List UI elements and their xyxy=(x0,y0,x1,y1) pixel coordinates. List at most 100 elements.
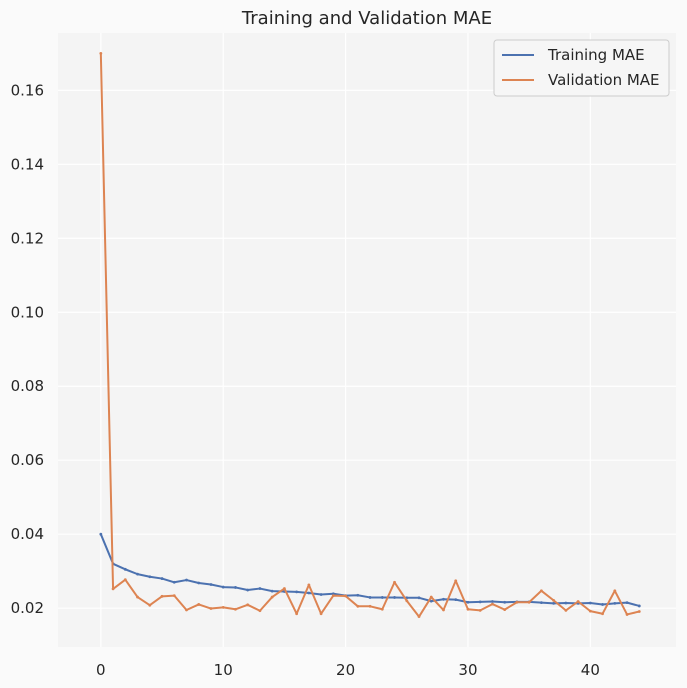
training-point xyxy=(380,596,384,599)
validation-point xyxy=(637,610,641,613)
training-point xyxy=(588,601,592,605)
training-point xyxy=(478,600,482,604)
validation-point xyxy=(270,595,274,599)
x-tick-label: 40 xyxy=(581,661,600,679)
training-point xyxy=(417,596,421,600)
validation-point xyxy=(613,589,617,593)
x-tick-label: 30 xyxy=(458,661,477,679)
training-point xyxy=(221,585,225,589)
training-point xyxy=(625,601,629,605)
validation-point xyxy=(393,580,396,584)
validation-point xyxy=(576,600,580,603)
training-point xyxy=(258,587,262,590)
validation-point xyxy=(417,615,421,619)
training-point xyxy=(99,532,103,536)
x-axis-ticks: 0 10 20 30 40 xyxy=(96,661,600,679)
validation-point xyxy=(405,599,409,603)
validation-point xyxy=(295,612,299,616)
x-tick-label: 10 xyxy=(214,661,233,679)
y-axis-ticks: 0.02 0.04 0.06 0.08 0.10 0.12 0.14 0.16 xyxy=(11,81,44,617)
legend-label-training: Training MAE xyxy=(547,46,645,64)
y-tick-label: 0.02 xyxy=(11,599,44,617)
validation-point xyxy=(148,603,152,607)
training-point xyxy=(234,586,237,589)
training-point xyxy=(442,597,445,601)
y-tick-label: 0.10 xyxy=(11,303,44,321)
y-tick-label: 0.06 xyxy=(11,451,44,469)
validation-point xyxy=(123,578,127,582)
training-point xyxy=(564,601,568,605)
validation-point xyxy=(552,599,556,602)
validation-point xyxy=(136,595,139,599)
training-point xyxy=(148,575,152,579)
legend-box xyxy=(493,39,670,97)
validation-point xyxy=(197,603,201,606)
validation-point xyxy=(221,606,225,609)
validation-point xyxy=(527,600,531,604)
x-tick-label: 0 xyxy=(96,661,106,679)
validation-point xyxy=(319,612,323,616)
training-point xyxy=(209,583,213,586)
validation-point xyxy=(246,603,250,607)
validation-point xyxy=(478,608,482,612)
training-point xyxy=(185,578,188,582)
y-tick-label: 0.04 xyxy=(11,525,44,543)
training-point xyxy=(123,567,127,571)
training-point xyxy=(356,593,360,597)
training-point xyxy=(503,600,507,604)
validation-point xyxy=(539,589,543,593)
validation-point xyxy=(429,595,433,599)
training-point xyxy=(393,596,396,599)
validation-point xyxy=(356,604,360,608)
training-point xyxy=(613,601,617,605)
legend: Training MAE Validation MAE xyxy=(493,39,670,97)
training-point xyxy=(172,580,176,584)
training-point xyxy=(466,600,470,604)
y-tick-label: 0.08 xyxy=(11,377,44,395)
validation-point xyxy=(625,613,629,616)
training-point xyxy=(295,590,299,594)
validation-point xyxy=(368,604,372,608)
validation-point xyxy=(111,587,115,591)
validation-point xyxy=(234,607,237,611)
legend-label-validation: Validation MAE xyxy=(548,71,660,89)
validation-point xyxy=(99,51,103,55)
validation-point xyxy=(185,608,188,612)
validation-point xyxy=(258,609,262,613)
training-point xyxy=(368,596,372,599)
y-tick-label: 0.16 xyxy=(11,81,44,99)
validation-point xyxy=(344,594,347,598)
validation-point xyxy=(564,608,568,612)
training-point xyxy=(270,589,274,593)
training-point xyxy=(539,601,543,605)
validation-point xyxy=(160,594,164,598)
validation-point xyxy=(380,607,384,611)
x-tick-label: 20 xyxy=(336,661,355,679)
training-point xyxy=(136,572,139,576)
training-point xyxy=(429,599,433,603)
validation-point xyxy=(491,602,494,606)
training-point xyxy=(491,600,494,603)
validation-point xyxy=(503,608,507,612)
training-point xyxy=(637,604,641,608)
validation-point xyxy=(515,600,519,604)
training-point xyxy=(160,577,164,580)
validation-point xyxy=(466,607,470,611)
training-point xyxy=(319,593,323,596)
training-point xyxy=(307,591,311,595)
series-lines xyxy=(99,51,641,619)
y-tick-label: 0.14 xyxy=(11,155,44,173)
y-tick-label: 0.12 xyxy=(11,229,44,247)
validation-point xyxy=(209,607,213,610)
training-point xyxy=(552,601,556,605)
validation-point xyxy=(454,579,458,583)
validation-point xyxy=(601,612,604,616)
validation-point xyxy=(588,609,592,613)
validation-point xyxy=(331,594,335,597)
validation-point xyxy=(442,608,445,612)
validation-point xyxy=(307,583,311,587)
chart-title: Training and Validation MAE xyxy=(241,8,492,29)
training-point xyxy=(601,603,604,606)
training-point xyxy=(246,588,250,592)
